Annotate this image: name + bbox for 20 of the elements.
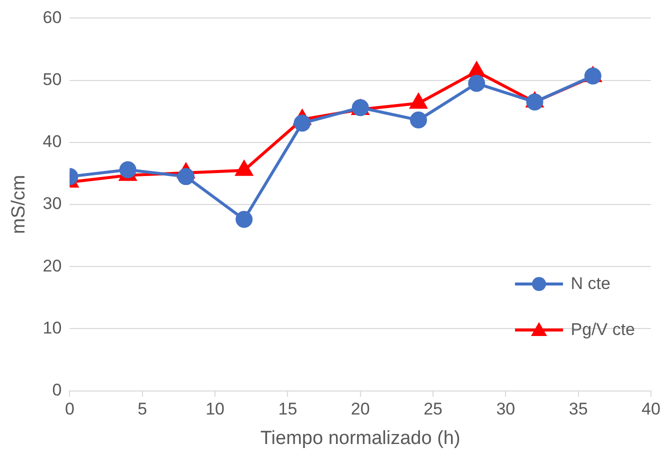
y-tick-label: 10 bbox=[42, 318, 62, 338]
legend-label: Pg/V cte bbox=[570, 320, 635, 340]
y-tick-label: 30 bbox=[42, 194, 62, 214]
x-tick-label: 40 bbox=[642, 400, 660, 419]
y-tick-label: 20 bbox=[42, 256, 62, 276]
x-tick-label: 35 bbox=[568, 400, 588, 419]
y-tick-label: 0 bbox=[52, 380, 62, 400]
x-tick-label: 30 bbox=[496, 400, 516, 419]
y-tick-label: 40 bbox=[42, 132, 62, 152]
x-tick-label: 0 bbox=[64, 400, 74, 419]
x-tick-label: 15 bbox=[278, 400, 298, 419]
x-tick-label: 5 bbox=[138, 400, 148, 419]
x-axis-title: Tiempo normalizado (h) bbox=[260, 428, 460, 449]
y-tick-label: 60 bbox=[42, 8, 62, 27]
x-tick-label: 20 bbox=[350, 400, 370, 419]
x-tick-label: 10 bbox=[206, 400, 224, 419]
y-axis-title: mS/cm bbox=[8, 174, 30, 234]
legend-label: N cte bbox=[570, 274, 610, 294]
y-tick-label: 50 bbox=[42, 70, 62, 89]
x-tick-label: 25 bbox=[424, 400, 442, 419]
